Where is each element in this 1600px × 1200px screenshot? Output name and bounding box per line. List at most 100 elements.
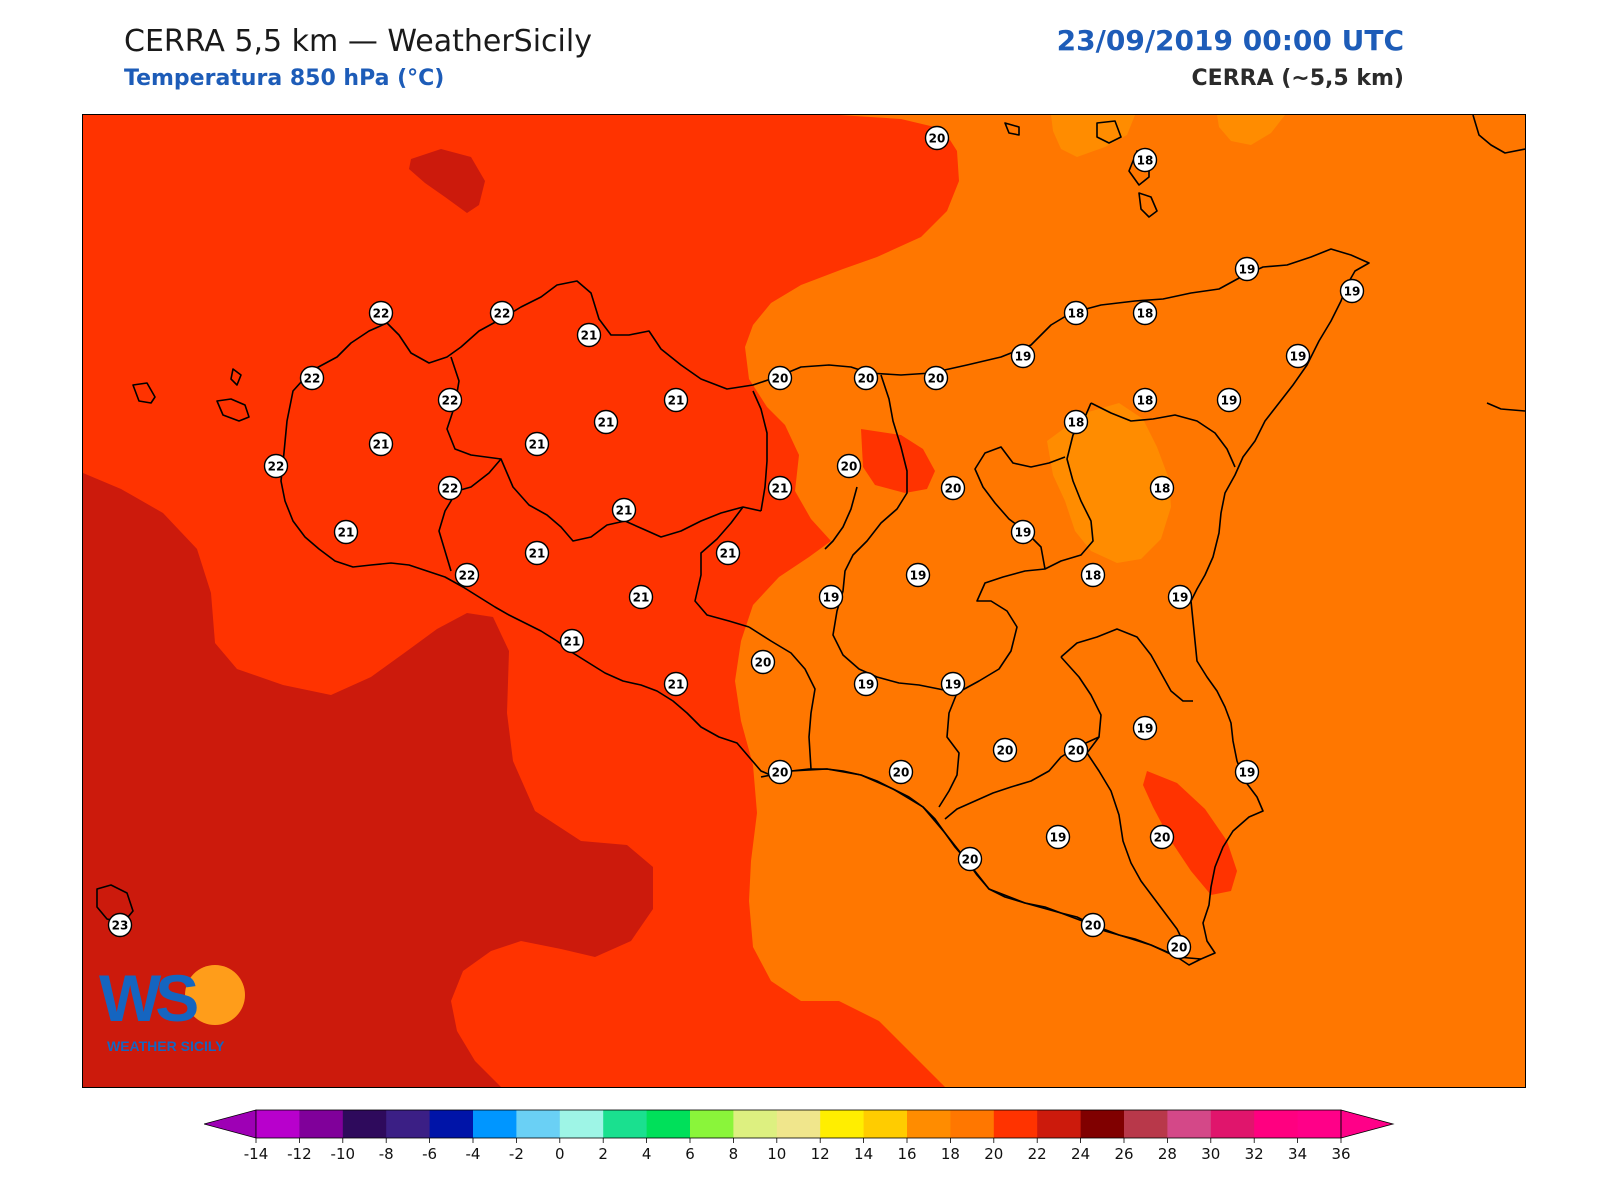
station-marker-circle bbox=[524, 431, 550, 457]
station-marker: 22 bbox=[263, 453, 289, 479]
station-marker-circle bbox=[663, 387, 689, 413]
station-temperature: 18 bbox=[1137, 307, 1154, 321]
colorbar-tick-label: -2 bbox=[509, 1145, 524, 1163]
station-marker: 18 bbox=[1132, 147, 1158, 173]
station-marker: 20 bbox=[1166, 934, 1192, 960]
station-marker: 19 bbox=[818, 584, 844, 610]
station-temperature: 20 bbox=[1171, 941, 1188, 955]
logo-letters: WS bbox=[99, 961, 197, 1035]
station-marker: 19 bbox=[1339, 278, 1365, 304]
station-marker: 20 bbox=[750, 649, 776, 675]
station-marker-circle bbox=[957, 846, 983, 872]
station-temperature: 22 bbox=[268, 460, 285, 474]
field-22-24 bbox=[83, 473, 653, 1087]
station-temperature: 20 bbox=[962, 853, 979, 867]
station-temperature: 22 bbox=[459, 569, 476, 583]
station-temperature: 20 bbox=[772, 766, 789, 780]
logo-sun-icon bbox=[185, 965, 245, 1025]
map-title: CERRA 5,5 km — WeatherSicily bbox=[124, 24, 592, 59]
colorbar-segment bbox=[516, 1110, 561, 1138]
colorbar-tick-label: 26 bbox=[1114, 1145, 1133, 1163]
station-marker-circle bbox=[1080, 912, 1106, 938]
station-marker: 20 bbox=[767, 365, 793, 391]
colorbar-segment bbox=[256, 1110, 300, 1138]
colorbar-tick-label: 2 bbox=[598, 1145, 608, 1163]
station-marker: 20 bbox=[940, 475, 966, 501]
station-marker-circle bbox=[1063, 300, 1089, 326]
colorbar-tick-label: 32 bbox=[1245, 1145, 1264, 1163]
station-marker: 20 bbox=[1149, 824, 1175, 850]
colorbar-tick-label: 34 bbox=[1288, 1145, 1307, 1163]
station-temperature: 20 bbox=[858, 372, 875, 386]
station-marker-circle bbox=[818, 584, 844, 610]
station-marker: 19 bbox=[1010, 519, 1036, 545]
station-temperature: 21 bbox=[616, 504, 633, 518]
station-marker: 20 bbox=[836, 453, 862, 479]
colorbar-tick-label: 24 bbox=[1071, 1145, 1090, 1163]
station-marker-circle bbox=[437, 475, 463, 501]
station-marker-circle bbox=[628, 584, 654, 610]
station-temperature: 19 bbox=[1344, 285, 1361, 299]
colorbar-segment bbox=[690, 1110, 734, 1138]
map-subtitle: Temperatura 850 hPa (°C) bbox=[124, 66, 445, 91]
station-marker-circle bbox=[576, 322, 602, 348]
station-marker: 20 bbox=[888, 759, 914, 785]
station-temperature: 21 bbox=[529, 547, 546, 561]
colorbar-segment bbox=[1297, 1110, 1342, 1138]
colorbar-tick-label: 28 bbox=[1158, 1145, 1177, 1163]
colorbar-tick-label: 36 bbox=[1331, 1145, 1350, 1163]
station-temperature: 21 bbox=[373, 438, 390, 452]
station-temperature: 20 bbox=[945, 482, 962, 496]
model-label: CERRA (~5,5 km) bbox=[1191, 66, 1404, 91]
station-marker-circle bbox=[750, 649, 776, 675]
station-temperature: 19 bbox=[1015, 526, 1032, 540]
colorbar-tick-label: 18 bbox=[941, 1145, 960, 1163]
station-temperature: 20 bbox=[1068, 744, 1085, 758]
colorbar-segment bbox=[993, 1110, 1038, 1138]
colorbar-tick-label: -14 bbox=[244, 1145, 269, 1163]
station-temperature: 18 bbox=[1137, 394, 1154, 408]
station-marker-circle bbox=[559, 628, 585, 654]
station-marker-circle bbox=[1234, 256, 1260, 282]
station-marker-circle bbox=[1080, 562, 1106, 588]
station-marker-circle bbox=[368, 300, 394, 326]
station-temperature: 23 bbox=[112, 919, 129, 933]
station-marker-circle bbox=[888, 759, 914, 785]
station-marker-circle bbox=[1045, 824, 1071, 850]
colorbar-tick-label: 6 bbox=[685, 1145, 695, 1163]
field-16-18 bbox=[1047, 403, 1171, 563]
station-marker: 21 bbox=[593, 409, 619, 435]
station-marker-circle bbox=[992, 737, 1018, 763]
station-marker: 22 bbox=[437, 387, 463, 413]
station-marker: 22 bbox=[489, 300, 515, 326]
colorbar-segment bbox=[1124, 1110, 1168, 1138]
station-marker-circle bbox=[767, 759, 793, 785]
station-marker: 21 bbox=[663, 671, 689, 697]
station-temperature: 20 bbox=[772, 372, 789, 386]
field-20-22 bbox=[1143, 771, 1237, 895]
station-temperature: 20 bbox=[928, 372, 945, 386]
station-temperature: 22 bbox=[373, 307, 390, 321]
station-marker-circle bbox=[489, 300, 515, 326]
station-marker: 20 bbox=[957, 846, 983, 872]
station-marker-circle bbox=[663, 671, 689, 697]
station-temperature: 18 bbox=[1068, 307, 1085, 321]
colorbar-outline bbox=[255, 1109, 1342, 1139]
station-marker-circle bbox=[1063, 409, 1089, 435]
station-marker-circle bbox=[1339, 278, 1365, 304]
colorbar-segment bbox=[429, 1110, 474, 1138]
station-marker-circle bbox=[299, 365, 325, 391]
colorbar-segment bbox=[342, 1110, 387, 1138]
station-temperature: 19 bbox=[1015, 350, 1032, 364]
station-temperature: 22 bbox=[494, 307, 511, 321]
station-temperature: 22 bbox=[442, 482, 459, 496]
station-marker: 21 bbox=[663, 387, 689, 413]
station-marker: 21 bbox=[368, 431, 394, 457]
colorbar-tick-label: 4 bbox=[642, 1145, 652, 1163]
station-marker-circle bbox=[1132, 715, 1158, 741]
station-marker-circle bbox=[1132, 300, 1158, 326]
station-marker-circle bbox=[107, 912, 133, 938]
logo-graphic: WS WEATHER SICILY bbox=[99, 961, 245, 1054]
station-temperature: 20 bbox=[929, 132, 946, 146]
colorbar-tick-label: -4 bbox=[466, 1145, 481, 1163]
